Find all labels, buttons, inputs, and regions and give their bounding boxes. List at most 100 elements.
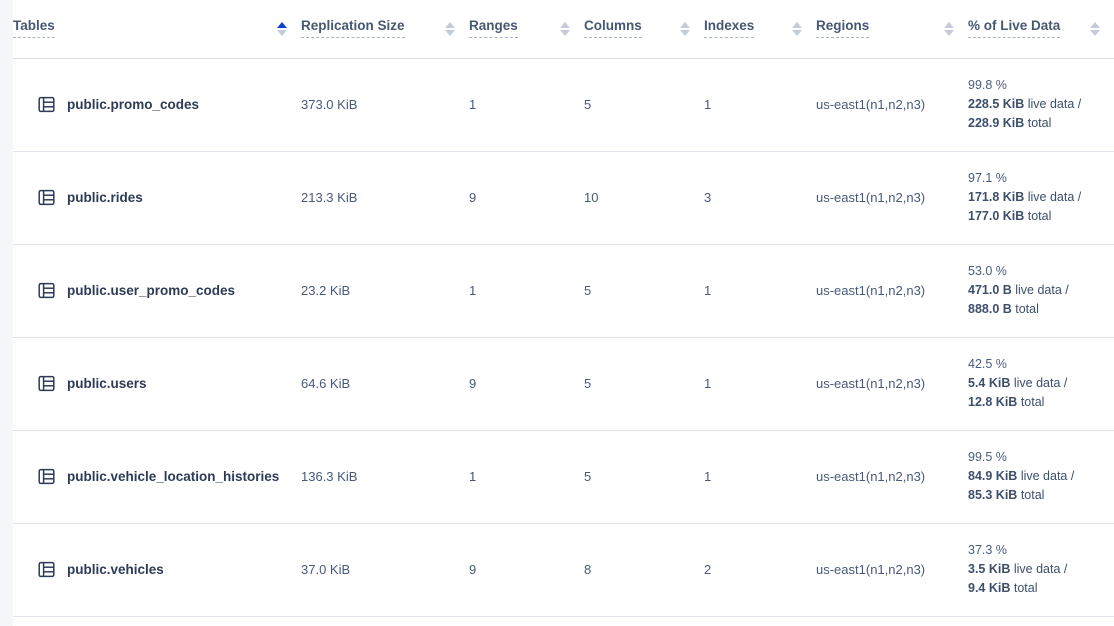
replication-size-value: 373.0 KiB [301,97,358,112]
live-data-percent: 99.5 % [968,450,1007,465]
tables-card: Tables Replication Size [13,0,1114,626]
cell-live-data: 97.1 % 171.8 KiB live data / 177.0 KiB t… [968,151,1114,245]
cell-regions: us-east1(n1,n2,n3) [816,337,968,431]
total-data-amount: 177.0 KiB total [968,208,1052,223]
table-row[interactable]: public.user_promo_codes 23.2 KiB 1 5 1 u… [13,244,1114,338]
columns-value: 5 [584,376,592,391]
live-data-breakdown: 99.8 % 228.5 KiB live data / 228.9 KiB t… [968,76,1114,132]
column-header-regions-label: Regions [816,18,870,39]
cell-indexes: 1 [704,244,816,338]
cell-replication-size: 213.3 KiB [301,151,469,245]
table-icon [38,561,55,578]
sort-arrows-icon-indexes[interactable] [792,21,802,36]
live-data-percent: 97.1 % [968,171,1007,186]
cell-regions: us-east1(n1,n2,n3) [816,244,968,338]
table-body: public.promo_codes 373.0 KiB 1 5 1 us-ea… [13,58,1114,617]
column-header-replication-size[interactable]: Replication Size [301,0,469,59]
live-data-breakdown: 97.1 % 171.8 KiB live data / 177.0 KiB t… [968,169,1114,225]
replication-size-value: 37.0 KiB [301,562,351,577]
replication-size-value: 136.3 KiB [301,469,358,484]
table-row[interactable]: public.users 64.6 KiB 9 5 1 us-east1(n1,… [13,337,1114,431]
cell-replication-size: 37.0 KiB [301,523,469,617]
cell-columns: 8 [584,523,704,617]
sort-arrows-icon-regions[interactable] [944,21,954,36]
table-name-link[interactable]: public.users [67,376,147,391]
column-header-live-data[interactable]: % of Live Data [968,0,1114,59]
ranges-value: 1 [469,283,477,298]
table-name-link[interactable]: public.vehicle_location_histories [67,469,280,484]
cell-live-data: 99.8 % 228.5 KiB live data / 228.9 KiB t… [968,58,1114,152]
table-icon [38,282,55,299]
cell-table-name: public.rides [13,151,301,245]
table-name-link[interactable]: public.rides [67,190,143,205]
cell-indexes: 1 [704,430,816,524]
cell-table-name: public.user_promo_codes [13,244,301,338]
sort-arrows-icon-columns[interactable] [680,21,690,36]
cell-columns: 10 [584,151,704,245]
cell-columns: 5 [584,244,704,338]
indexes-value: 3 [704,190,712,205]
cell-ranges: 9 [469,151,584,245]
live-data-amount: 84.9 KiB live data / [968,469,1075,484]
column-header-columns[interactable]: Columns [584,0,704,59]
cell-ranges: 1 [469,58,584,152]
cell-ranges: 1 [469,244,584,338]
table-icon [38,189,55,206]
table-name-link[interactable]: public.promo_codes [67,97,200,112]
cell-table-name: public.vehicles [13,523,301,617]
regions-value: us-east1(n1,n2,n3) [816,469,926,484]
table-row[interactable]: public.vehicle_location_histories 136.3 … [13,430,1114,524]
sort-arrows-icon-replication-size[interactable] [445,21,455,36]
live-data-breakdown: 53.0 % 471.0 B live data / 888.0 B total [968,262,1114,318]
cell-replication-size: 64.6 KiB [301,337,469,431]
regions-value: us-east1(n1,n2,n3) [816,376,926,391]
cell-columns: 5 [584,337,704,431]
column-header-columns-label: Columns [584,18,642,39]
regions-value: us-east1(n1,n2,n3) [816,190,926,205]
ranges-value: 9 [469,190,477,205]
column-header-indexes-label: Indexes [704,18,755,39]
column-header-ranges[interactable]: Ranges [469,0,584,59]
regions-value: us-east1(n1,n2,n3) [816,562,926,577]
sort-arrows-icon-tables[interactable] [277,21,287,36]
indexes-value: 1 [704,469,712,484]
table-name-link[interactable]: public.vehicles [67,562,164,577]
live-data-amount: 171.8 KiB live data / [968,190,1082,205]
cell-live-data: 42.5 % 5.4 KiB live data / 12.8 KiB tota… [968,337,1114,431]
cell-replication-size: 23.2 KiB [301,244,469,338]
columns-value: 8 [584,562,592,577]
table-row[interactable]: public.promo_codes 373.0 KiB 1 5 1 us-ea… [13,58,1114,152]
cell-indexes: 3 [704,151,816,245]
indexes-value: 2 [704,562,712,577]
column-header-ranges-label: Ranges [469,18,518,39]
cell-replication-size: 136.3 KiB [301,430,469,524]
cell-replication-size: 373.0 KiB [301,58,469,152]
live-data-breakdown: 42.5 % 5.4 KiB live data / 12.8 KiB tota… [968,355,1114,411]
column-header-regions[interactable]: Regions [816,0,968,59]
ranges-value: 1 [469,97,477,112]
table-name-link[interactable]: public.user_promo_codes [67,283,236,298]
cell-indexes: 1 [704,337,816,431]
table-row[interactable]: public.vehicles 37.0 KiB 9 8 2 us-east1(… [13,523,1114,617]
total-data-amount: 12.8 KiB total [968,394,1045,409]
column-header-indexes[interactable]: Indexes [704,0,816,59]
live-data-amount: 3.5 KiB live data / [968,562,1068,577]
live-data-breakdown: 37.3 % 3.5 KiB live data / 9.4 KiB total [968,541,1114,597]
sort-arrows-icon-ranges[interactable] [560,21,570,36]
live-data-amount: 471.0 B live data / [968,283,1069,298]
cell-regions: us-east1(n1,n2,n3) [816,523,968,617]
columns-value: 5 [584,97,592,112]
indexes-value: 1 [704,376,712,391]
table-header-row: Tables Replication Size [13,0,1114,59]
cell-live-data: 99.5 % 84.9 KiB live data / 85.3 KiB tot… [968,430,1114,524]
column-header-tables[interactable]: Tables [13,0,301,59]
table-row[interactable]: public.rides 213.3 KiB 9 10 3 us-east1(n… [13,151,1114,245]
cell-indexes: 1 [704,58,816,152]
cell-live-data: 53.0 % 471.0 B live data / 888.0 B total [968,244,1114,338]
total-data-amount: 228.9 KiB total [968,115,1052,130]
cell-table-name: public.vehicle_location_histories [13,430,301,524]
total-data-amount: 9.4 KiB total [968,580,1038,595]
sort-arrows-icon-live-data[interactable] [1090,21,1100,36]
cell-regions: us-east1(n1,n2,n3) [816,430,968,524]
